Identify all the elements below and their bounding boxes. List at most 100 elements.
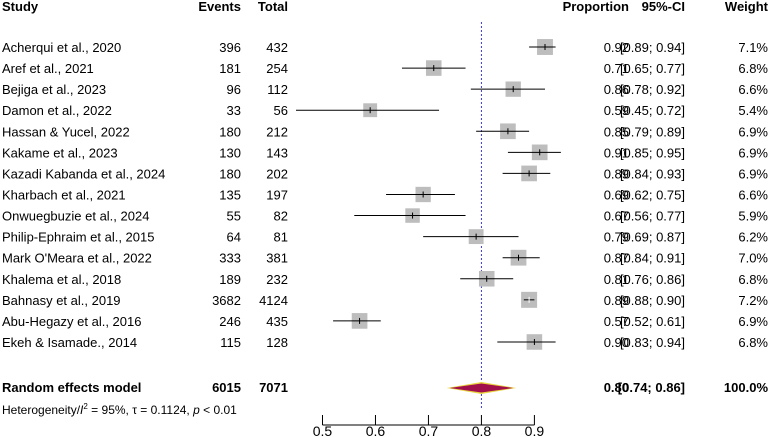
study-row: Aref et al., 2021 181 254 0.71[0.65; 0.77] 6… <box>2 60 768 76</box>
study-events: 96 <box>227 82 241 97</box>
study-row: Khalema et al., 2018 189 232 0.81[0.76; 0.8… <box>2 270 768 287</box>
header-study: Study <box>2 0 39 14</box>
study-row: Kakame et al., 2023 130 143 0.91[0.85; 0.95… <box>2 144 768 160</box>
study-row: Philip-Ephraim et al., 2015 64 81 0.79[0.69… <box>2 229 768 245</box>
study-total: 381 <box>266 251 288 266</box>
study-events: 64 <box>227 230 241 245</box>
study-total: 212 <box>266 124 288 139</box>
study-proportion: 0.89 <box>604 293 629 308</box>
study-proportion: 0.87 <box>604 251 629 266</box>
study-name: Bahnasy et al., 2019 <box>2 293 121 308</box>
study-events: 55 <box>227 209 241 224</box>
study-events: 180 <box>219 166 241 181</box>
study-proportion: 0.59 <box>604 103 629 118</box>
study-name: Kakame et al., 2023 <box>2 145 118 160</box>
study-weight: 6.9% <box>738 314 768 329</box>
study-ci: [0.85; 0.95] <box>620 145 685 160</box>
header-proportion: Proportion <box>563 0 629 14</box>
study-ci: [0.45; 0.72] <box>620 103 685 118</box>
study-rows: Acherqui et al., 2020 396 432 0.92[0.89; 0.… <box>2 39 768 350</box>
study-weight: 7.1% <box>738 40 768 55</box>
study-total: 128 <box>266 335 288 350</box>
study-row: Ekeh & Isamade., 2014 115 128 0.90[0.83; 0.… <box>2 334 768 350</box>
study-row: Bahnasy et al., 2019 3682 4124 0.89[0.88; 0… <box>2 291 768 308</box>
study-name: Kazadi Kabanda et al., 2024 <box>2 166 165 181</box>
study-total: 112 <box>267 82 288 97</box>
study-events: 180 <box>219 124 241 139</box>
study-proportion: 0.81 <box>604 272 629 287</box>
study-ci: [0.69; 0.87] <box>620 230 685 245</box>
study-total: 81 <box>274 230 288 245</box>
study-proportion: 0.91 <box>604 145 629 160</box>
study-name: Philip-Ephraim et al., 2015 <box>2 230 154 245</box>
heterogeneity-i2-sup: 2 <box>83 402 88 411</box>
study-events: 135 <box>219 187 241 202</box>
study-total: 232 <box>266 272 288 287</box>
study-name: Abu-Hegazy et al., 2016 <box>2 314 141 329</box>
study-proportion: 0.79 <box>604 230 629 245</box>
study-name: Hassan & Yucel, 2022 <box>2 124 130 139</box>
header-weight: Weight <box>725 0 769 14</box>
study-name: Bejiga et al., 2023 <box>2 82 106 97</box>
study-ci: [0.84; 0.93] <box>620 166 685 181</box>
study-weight: 6.9% <box>738 145 768 160</box>
study-weight: 6.8% <box>738 335 768 350</box>
heterogeneity-prefix: Heterogeneity/ <box>2 403 81 417</box>
study-ci: [0.88; 0.90] <box>620 293 685 308</box>
study-total: 432 <box>266 40 288 55</box>
study-name: Acherqui et al., 2020 <box>2 40 121 55</box>
study-events: 3682 <box>212 293 241 308</box>
header-row: Study Events Total Proportion 95%-CI Wei… <box>2 0 769 14</box>
study-ci: [0.76; 0.86] <box>620 272 685 287</box>
x-tick-label: 0.7 <box>419 423 439 437</box>
study-ci: [0.56; 0.77] <box>620 209 685 224</box>
x-tick-label: 0.6 <box>366 423 386 437</box>
study-proportion: 0.67 <box>604 209 629 224</box>
study-weight: 6.8% <box>738 61 768 76</box>
study-ci: [0.65; 0.77] <box>620 61 685 76</box>
study-total: 254 <box>266 61 288 76</box>
study-proportion: 0.92 <box>604 40 629 55</box>
x-tick-label: 0.8 <box>472 423 492 437</box>
header-events: Events <box>198 0 241 14</box>
study-row: Abu-Hegazy et al., 2016 246 435 0.57[0.52; … <box>2 313 768 329</box>
summary-row: Random effects model 6015 7071 0.80 [0.7… <box>2 380 768 395</box>
study-weight: 5.9% <box>738 209 768 224</box>
study-name: Aref et al., 2021 <box>2 61 94 76</box>
study-proportion: 0.85 <box>604 124 629 139</box>
study-weight: 7.0% <box>738 251 768 266</box>
study-total: 143 <box>266 145 288 160</box>
study-proportion: 0.57 <box>604 314 629 329</box>
study-total: 435 <box>266 314 288 329</box>
summary-ci: [0.74; 0.86] <box>618 380 685 395</box>
study-proportion: 0.71 <box>604 61 629 76</box>
study-weight: 5.4% <box>738 103 768 118</box>
study-weight: 6.6% <box>738 187 768 202</box>
x-axis: 0.5 0.6 0.7 0.8 0.9 <box>313 415 545 437</box>
study-name: Ekeh & Isamade., 2014 <box>2 335 137 350</box>
study-ci: [0.79; 0.89] <box>620 124 685 139</box>
study-name: Onwuegbuzie et al., 2024 <box>2 209 149 224</box>
study-events: 246 <box>219 314 241 329</box>
study-ci: [0.84; 0.91] <box>620 251 685 266</box>
study-total: 82 <box>274 209 288 224</box>
study-proportion: 0.69 <box>604 187 629 202</box>
study-weight: 6.6% <box>738 82 768 97</box>
study-events: 115 <box>220 335 241 350</box>
summary-diamond <box>449 383 514 393</box>
study-ci: [0.83; 0.94] <box>620 335 685 350</box>
heterogeneity-text: Heterogeneity/I2 = 95%, τ = 0.1124, p < … <box>2 402 237 417</box>
summary-weight: 100.0% <box>724 380 769 395</box>
study-total: 56 <box>274 103 288 118</box>
study-weight: 6.8% <box>738 272 768 287</box>
header-total: Total <box>258 0 288 14</box>
study-events: 181 <box>219 61 241 76</box>
study-row: Bejiga et al., 2023 96 112 0.86[0.78; 0.92]… <box>2 81 768 97</box>
summary-proportion: 0.80 <box>604 380 629 395</box>
study-events: 396 <box>219 40 241 55</box>
heterogeneity-p-value: < 0.01 <box>200 403 237 417</box>
x-tick-label: 0.9 <box>525 423 545 437</box>
study-ci: [0.52; 0.61] <box>620 314 685 329</box>
study-events: 333 <box>219 251 241 266</box>
